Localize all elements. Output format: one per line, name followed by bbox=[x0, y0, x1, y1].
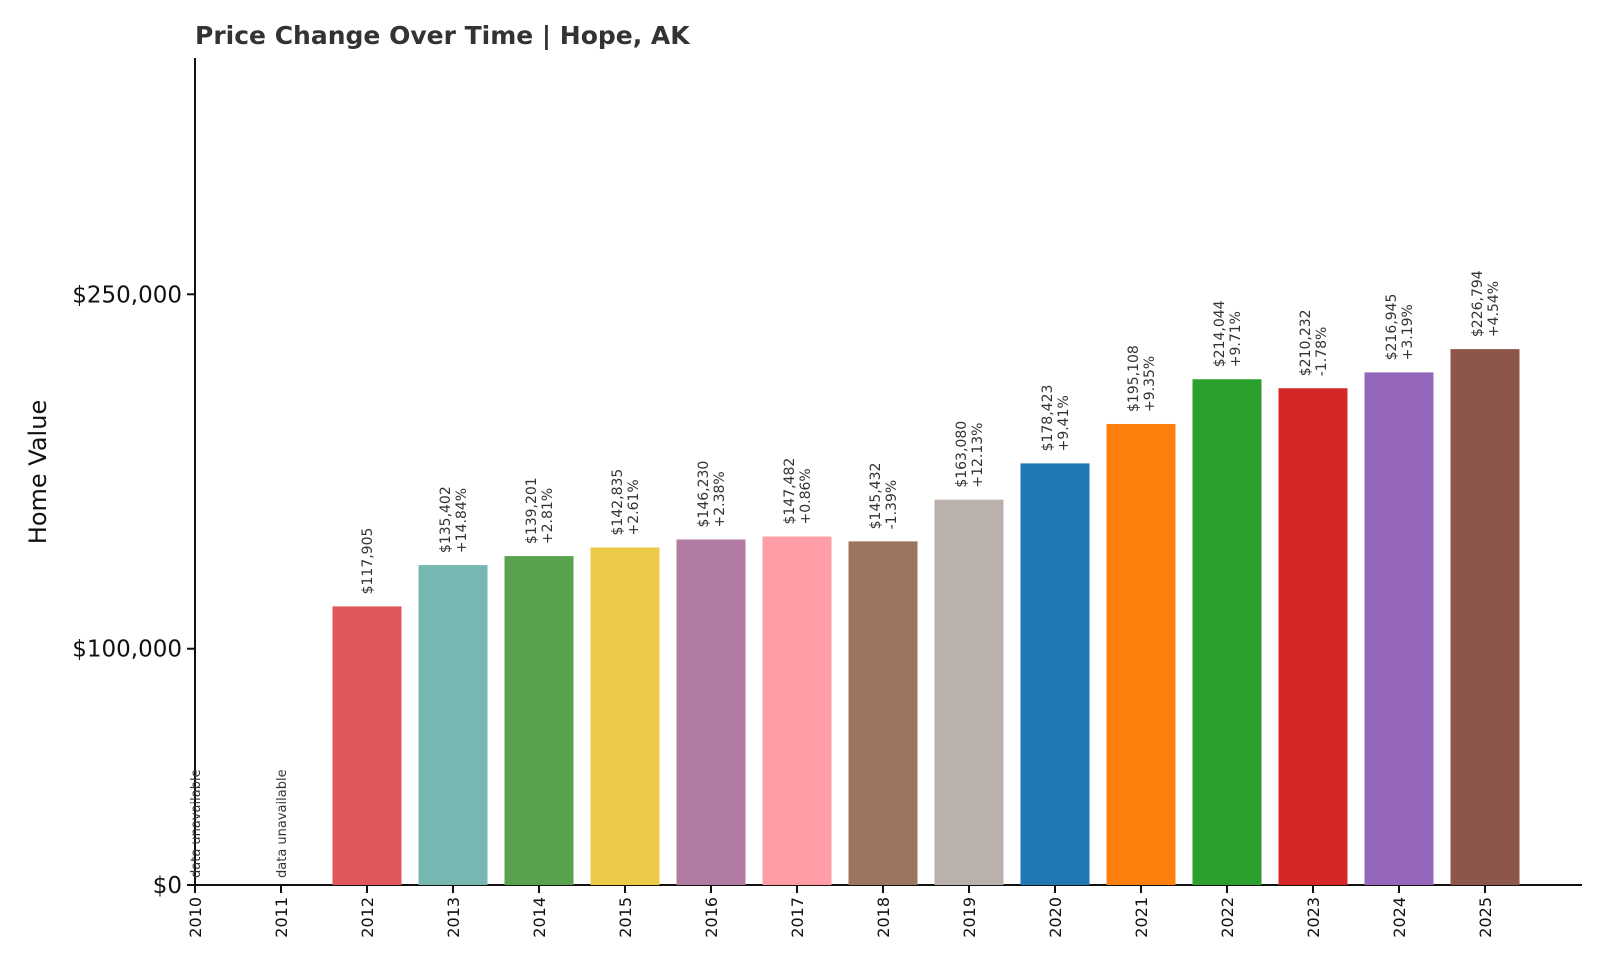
x-tick-label: 2017 bbox=[788, 897, 807, 938]
x-tick-label: 2019 bbox=[960, 897, 979, 938]
data-unavailable-label: data unavailable bbox=[275, 769, 290, 878]
bar-2017 bbox=[762, 536, 832, 885]
x-tick-label: 2021 bbox=[1132, 897, 1151, 938]
bars: data unavailable data unavailable $117,905… bbox=[189, 270, 1520, 885]
x-tick-label: 2012 bbox=[358, 897, 377, 938]
x-tick-label: 2011 bbox=[272, 897, 291, 938]
bar-2012 bbox=[332, 606, 402, 885]
bar-change-label: +3.19% bbox=[1400, 304, 1416, 360]
y-tick-label: $100,000 bbox=[72, 637, 182, 663]
bar-value-label: $139,201 bbox=[524, 477, 540, 544]
x-tick-label: 2015 bbox=[616, 897, 635, 938]
bar-value-label: $145,432 bbox=[868, 463, 884, 530]
bar-change-label: +4.54% bbox=[1486, 281, 1502, 337]
bar-2019 bbox=[934, 499, 1004, 885]
bar-2018 bbox=[848, 541, 918, 885]
bar-change-label: +0.86% bbox=[798, 468, 814, 524]
x-tick-label: 2014 bbox=[530, 897, 549, 938]
bar-2022 bbox=[1192, 379, 1262, 885]
y-axis-label: Home Value bbox=[24, 400, 52, 544]
bar-2023 bbox=[1278, 388, 1348, 885]
x-tick-label: 2022 bbox=[1218, 897, 1237, 938]
bar-change-label: +12.13% bbox=[970, 423, 986, 488]
bar-value-label: $214,044 bbox=[1212, 300, 1228, 367]
bar-value-label: $178,423 bbox=[1040, 385, 1056, 452]
bar-change-label: +9.71% bbox=[1228, 311, 1244, 367]
x-tick-label: 2025 bbox=[1476, 897, 1495, 938]
bar-change-label: -1.78% bbox=[1314, 327, 1330, 377]
bar-change-label: +2.61% bbox=[626, 479, 642, 535]
x-tick-label: 2013 bbox=[444, 897, 463, 938]
x-ticks: 2010 2011 2012 2013 2014 2015 2016 2017 2018 2019… bbox=[186, 885, 1495, 938]
bar-value-label: $210,232 bbox=[1298, 309, 1314, 376]
bar-2016 bbox=[676, 539, 746, 885]
bar-value-label: $147,482 bbox=[782, 458, 798, 525]
bar-change-label: +2.38% bbox=[712, 471, 728, 527]
bar-2021 bbox=[1106, 423, 1176, 885]
chart-title: Price Change Over Time | Hope, AK bbox=[195, 21, 691, 50]
y-tick-label: $0 bbox=[153, 873, 182, 899]
bar-value-label: $135,402 bbox=[438, 486, 454, 553]
x-tick-label: 2016 bbox=[702, 897, 721, 938]
bar-2020 bbox=[1020, 463, 1090, 885]
bar-value-label: $195,108 bbox=[1126, 345, 1142, 412]
bar-change-label: +9.35% bbox=[1142, 356, 1158, 412]
bar-change-label: +14.84% bbox=[454, 488, 470, 553]
x-tick-label: 2010 bbox=[186, 897, 205, 938]
x-tick-label: 2023 bbox=[1304, 897, 1323, 938]
bar-change-label: +9.41% bbox=[1056, 395, 1072, 451]
bar-value-label: $216,945 bbox=[1384, 294, 1400, 361]
data-unavailable-label: data unavailable bbox=[189, 769, 204, 878]
bar-2013 bbox=[418, 565, 488, 885]
y-ticks: $0 $100,000 $250,000 bbox=[72, 282, 195, 899]
x-tick-label: 2024 bbox=[1390, 897, 1409, 938]
bar-value-label: $226,794 bbox=[1470, 270, 1486, 337]
bar-2014 bbox=[504, 556, 574, 885]
bar-value-label: $146,230 bbox=[696, 461, 712, 528]
x-tick-label: 2020 bbox=[1046, 897, 1065, 938]
bar-2024 bbox=[1364, 372, 1434, 885]
bar-value-label: $117,905 bbox=[360, 528, 376, 595]
bar-2025 bbox=[1450, 349, 1520, 885]
bar-2015 bbox=[590, 547, 660, 885]
bar-value-label: $163,080 bbox=[954, 421, 970, 488]
bar-change-label: +2.81% bbox=[540, 488, 556, 544]
bar-value-label: $142,835 bbox=[610, 469, 626, 536]
bar-change-label: -1.39% bbox=[884, 480, 900, 530]
y-tick-label: $250,000 bbox=[72, 282, 182, 308]
x-tick-label: 2018 bbox=[874, 897, 893, 938]
